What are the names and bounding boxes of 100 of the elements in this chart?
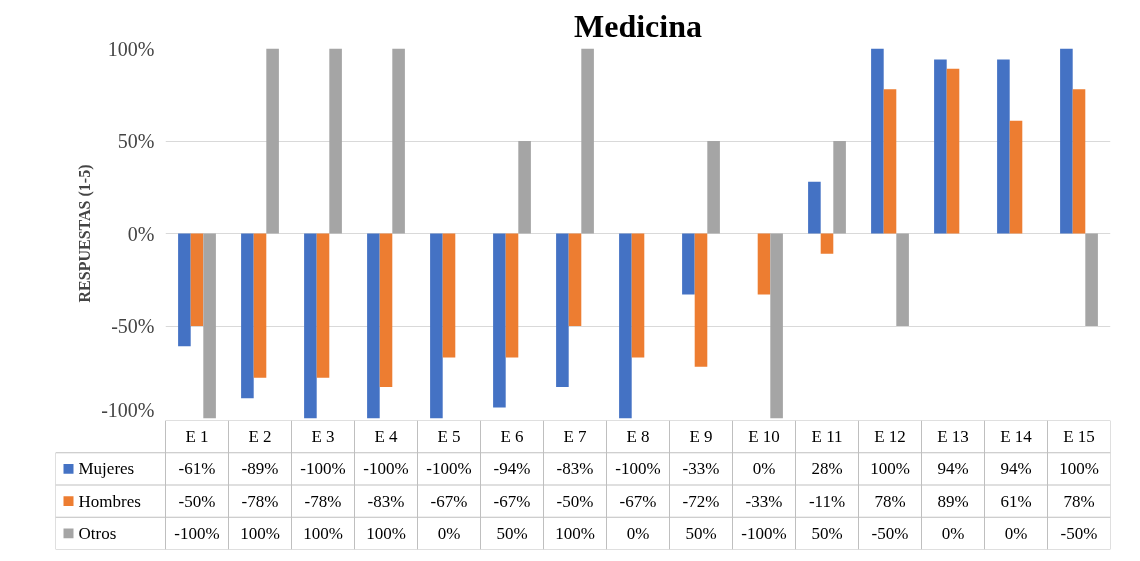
bar [379, 233, 393, 388]
bar [190, 233, 204, 326]
data-label: 89% [937, 491, 969, 511]
x-tick-label: E 7 [563, 427, 588, 447]
bar [329, 48, 342, 234]
data-label: 0% [941, 523, 965, 543]
bar [883, 89, 897, 234]
data-label: -83% [367, 491, 405, 511]
x-tick-label: E 11 [811, 427, 843, 447]
x-tick-label: E 3 [311, 427, 335, 447]
y-axis-title: RESPUESTAS (1-5) [76, 164, 95, 303]
bar [178, 233, 191, 347]
data-label: 0% [437, 523, 461, 543]
data-label: 28% [811, 459, 843, 479]
x-tick-label: E 8 [626, 427, 650, 447]
x-tick-label: E 14 [1000, 427, 1033, 447]
data-label: 100% [240, 523, 280, 543]
bar [518, 141, 531, 234]
data-label: -50% [871, 523, 909, 543]
bar [820, 233, 834, 254]
bar [871, 48, 884, 234]
legend-label: Mujeres [78, 459, 135, 479]
data-label: -11% [808, 491, 846, 511]
data-label: 100% [555, 523, 595, 543]
y-tick-label: 50% [117, 130, 155, 152]
data-label: 94% [1000, 459, 1032, 479]
bar [694, 233, 708, 367]
data-label: 78% [874, 491, 906, 511]
data-label: 0% [626, 523, 650, 543]
bar [367, 233, 380, 419]
x-tick-label: E 12 [874, 427, 906, 447]
data-label: 0% [1004, 523, 1028, 543]
y-tick-label: -100% [101, 398, 155, 421]
bar [253, 233, 267, 378]
x-tick-label: E 1 [185, 427, 209, 447]
bar [442, 233, 456, 358]
x-tick-label: E 2 [248, 427, 272, 447]
data-label: -33% [682, 459, 720, 479]
x-tick-label: E 13 [937, 427, 969, 447]
bar [631, 233, 645, 358]
bar [1072, 89, 1086, 234]
data-label: -67% [619, 491, 657, 511]
legend-label: Otros [78, 523, 117, 543]
x-tick-label: E 15 [1063, 427, 1095, 447]
y-tick-label: 0% [127, 222, 155, 245]
data-label: 78% [1063, 491, 1095, 511]
x-tick-label: E 5 [437, 427, 461, 447]
data-label: 50% [685, 523, 717, 543]
data-label: -100% [300, 459, 346, 479]
bar [1085, 233, 1098, 326]
x-tick-label: E 9 [689, 427, 713, 447]
data-label: -50% [556, 491, 594, 511]
bar [266, 48, 279, 234]
bar [896, 233, 909, 326]
bar [997, 59, 1010, 234]
data-label: -33% [745, 491, 783, 511]
bar [619, 233, 632, 419]
bar [757, 233, 771, 295]
data-label: -67% [493, 491, 531, 511]
bar [493, 233, 506, 408]
data-label: 100% [1059, 459, 1099, 479]
bar [581, 48, 594, 234]
bar [682, 233, 695, 295]
bar [808, 181, 821, 234]
data-label: -94% [493, 459, 531, 479]
data-label: 94% [937, 459, 969, 479]
data-label: -78% [304, 491, 342, 511]
data-label: 50% [811, 523, 843, 543]
y-tick-label: -50% [111, 315, 155, 337]
x-tick-label: E 4 [374, 427, 399, 447]
legend-label: Hombres [78, 491, 141, 511]
data-label: -100% [426, 459, 472, 479]
bar [833, 141, 846, 234]
data-label: -100% [615, 459, 661, 479]
bar [1009, 120, 1023, 234]
bar [430, 233, 443, 419]
bar [392, 48, 405, 234]
y-tick-label: 100% [107, 37, 155, 60]
data-label: 100% [366, 523, 406, 543]
data-label: 61% [1000, 491, 1032, 511]
bar [770, 233, 783, 419]
data-label: -67% [430, 491, 468, 511]
data-label: -50% [178, 491, 216, 511]
data-label: -61% [178, 459, 216, 479]
data-label: -89% [241, 459, 279, 479]
bar [304, 233, 317, 419]
data-label: 100% [870, 459, 910, 479]
bar [934, 59, 947, 234]
data-label: -100% [174, 523, 220, 543]
data-label: -100% [363, 459, 409, 479]
bar [946, 68, 960, 234]
x-tick-label: E 10 [748, 427, 780, 447]
data-label: 100% [303, 523, 343, 543]
data-label: -100% [741, 523, 787, 543]
data-label: 0% [752, 459, 776, 479]
bar [505, 233, 519, 358]
x-tick-label: E 6 [500, 427, 524, 447]
data-label: 50% [496, 523, 528, 543]
data-label: -78% [241, 491, 279, 511]
data-label: -83% [556, 459, 594, 479]
